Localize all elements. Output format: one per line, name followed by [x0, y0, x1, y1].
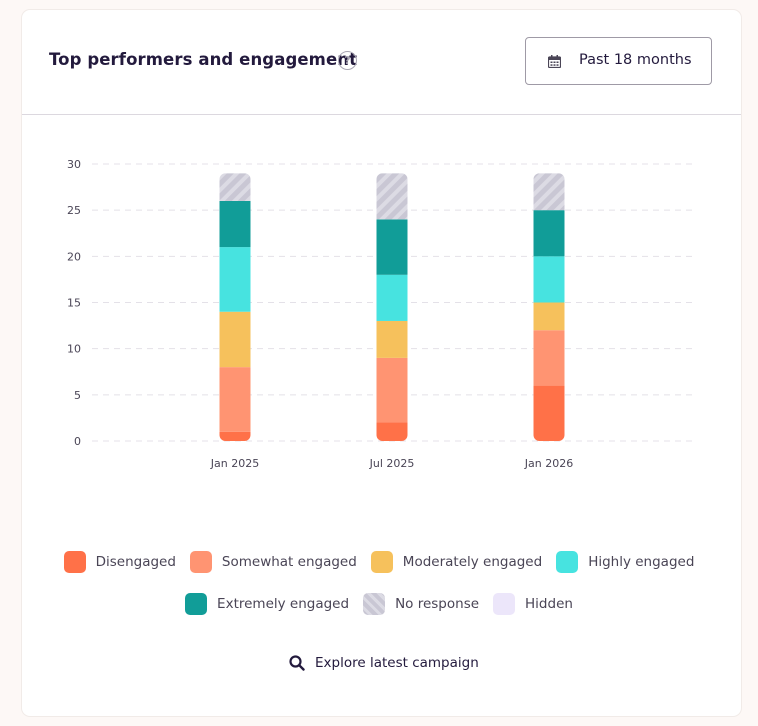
explore-label: Explore latest campaign [315, 655, 479, 671]
y-tick-label: 15 [67, 297, 81, 310]
bar-segment-moderately-engaged[interactable] [533, 302, 565, 331]
legend-swatch [363, 593, 386, 615]
calendar-icon [548, 55, 561, 68]
explore-campaign-link[interactable]: Explore latest campaign [289, 655, 479, 671]
help-icon[interactable]: ? [338, 51, 357, 70]
bar-segment-highly-engaged[interactable] [376, 274, 408, 321]
bar-segment-highly-engaged[interactable] [533, 256, 565, 303]
stacked-bar[interactable] [219, 173, 251, 441]
date-range-label: Past 18 months [579, 52, 692, 68]
bar-segment-somewhat-engaged[interactable] [533, 330, 565, 386]
stacked-bar-chart: 0 5 10 15 20 25 30 Jan 2025 Jul 2025 Jan 2026 [67, 158, 692, 470]
legend-row-1: Disengaged Somewhat engaged Moderately eng… [0, 551, 758, 573]
stacked-bar[interactable] [533, 173, 565, 441]
y-tick-label: 10 [67, 343, 81, 356]
legend-label: Moderately engaged [402, 554, 543, 570]
date-range-button[interactable]: Past 18 months [525, 37, 712, 85]
legend-item[interactable]: Disengaged [63, 551, 176, 573]
card-title: Top performers and engagement [49, 50, 358, 69]
legend-item[interactable]: Somewhat engaged [189, 551, 357, 573]
legend-swatch [370, 551, 393, 573]
legend-item[interactable]: Extremely engaged [185, 593, 349, 615]
legend-label: Somewhat engaged [221, 554, 357, 570]
search-icon [289, 655, 305, 671]
x-tick-label: Jan 2026 [524, 457, 573, 470]
bar-segment-extremely-engaged[interactable] [219, 200, 251, 248]
y-tick-label: 30 [67, 158, 81, 171]
legend-swatch [185, 593, 208, 615]
legend-item[interactable]: No response [363, 593, 479, 615]
bar-segment-somewhat-engaged[interactable] [376, 357, 408, 423]
bar-segment-disengaged[interactable] [219, 431, 251, 441]
y-tick-label: 25 [67, 204, 81, 217]
legend-row-2: Extremely engaged No response Hidden [0, 593, 758, 615]
bar-segment-highly-engaged[interactable] [219, 247, 251, 312]
bar-segment-no-response[interactable] [219, 173, 251, 201]
bar-segment-somewhat-engaged[interactable] [219, 367, 251, 432]
legend-item[interactable]: Moderately engaged [370, 551, 543, 573]
y-tick-label: 5 [74, 389, 81, 402]
bar-segment-extremely-engaged[interactable] [533, 210, 565, 257]
bar-segment-moderately-engaged[interactable] [376, 320, 408, 358]
legend-item[interactable]: Hidden [493, 593, 573, 615]
legend-label: Disengaged [95, 554, 176, 570]
legend-label: Hidden [525, 596, 573, 612]
bar-segment-disengaged[interactable] [376, 422, 408, 441]
y-tick-label: 0 [74, 435, 81, 448]
bar-segment-no-response[interactable] [376, 173, 408, 220]
legend-swatch [493, 593, 516, 615]
bar-segment-no-response[interactable] [533, 173, 565, 211]
x-tick-label: Jul 2025 [369, 457, 415, 470]
legend-label: Highly engaged [588, 554, 695, 570]
legend-label: No response [395, 596, 480, 612]
stacked-bar[interactable] [376, 173, 408, 441]
legend-swatch [189, 551, 212, 573]
legend-swatch [63, 551, 86, 573]
legend-item[interactable]: Highly engaged [556, 551, 694, 573]
y-tick-label: 20 [67, 250, 81, 263]
bar-segment-moderately-engaged[interactable] [219, 311, 251, 368]
legend-swatch [556, 551, 579, 573]
x-tick-label: Jan 2025 [210, 457, 259, 470]
bar-segment-disengaged[interactable] [533, 385, 565, 441]
bar-segment-extremely-engaged[interactable] [376, 219, 408, 275]
card-header: Top performers and engagement ? Past 18 … [22, 10, 741, 115]
legend-label: Extremely engaged [217, 596, 350, 612]
